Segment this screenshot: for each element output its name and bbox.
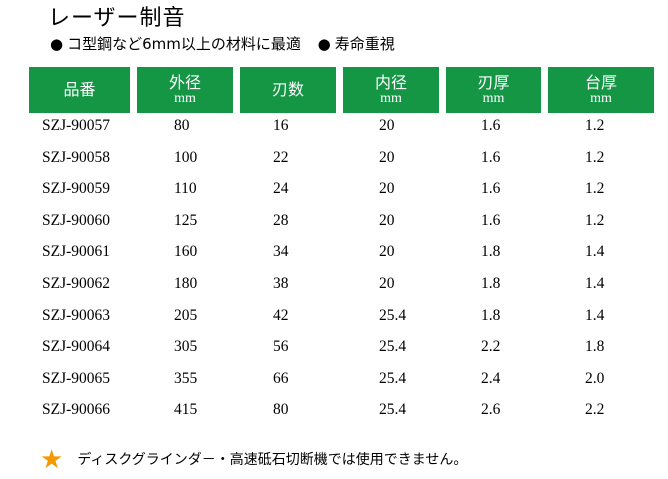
table-cell: SZJ-90062 [42, 274, 111, 292]
bullet-icon: ● [317, 35, 331, 53]
table-cell: 34 [273, 243, 289, 261]
table-cell: SZJ-90057 [42, 117, 111, 134]
table-row: SZJ-90064 305 56 25.4 2.2 1.8 [29, 334, 654, 366]
table-cell: 2.2 [585, 401, 605, 419]
table-cell: 1.8 [481, 243, 501, 261]
table-cell: 1.2 [585, 180, 605, 198]
table-cell: 38 [273, 274, 289, 292]
column-header-label: 台厚 [584, 73, 617, 92]
table-cell: 1.6 [481, 211, 501, 229]
table-cell: SZJ-90066 [42, 401, 111, 419]
table-cell: 2.2 [481, 338, 501, 356]
table-row: SZJ-90061 160 34 20 1.8 1.4 [29, 239, 654, 271]
column-header: 台厚 mm [548, 67, 654, 113]
table-cell: 415 [174, 401, 198, 419]
table-cell: 20 [379, 180, 395, 198]
table-cell: SZJ-90058 [42, 148, 111, 166]
table-row: SZJ-90062 180 38 20 1.8 1.4 [29, 271, 654, 303]
table-cell: 22 [273, 148, 289, 166]
column-header: 内径 mm [343, 67, 439, 113]
table-cell: 355 [174, 369, 198, 387]
table-cell: 1.4 [585, 274, 605, 292]
table-row: SZJ-90065 355 66 25.4 2.4 2.0 [29, 366, 654, 398]
table-cell: 1.8 [481, 306, 501, 324]
table-cell: 1.6 [481, 180, 501, 198]
table-cell: 25.4 [379, 306, 407, 324]
table-cell: 180 [174, 274, 198, 292]
spec-table-body: SZJ-90057 80 16 20 1.6 1.2 SZJ-90058 100 22 20 1.6… [29, 113, 654, 429]
column-header-label: 外径 [168, 73, 201, 92]
table-cell: 20 [379, 117, 395, 134]
table-cell: 25.4 [379, 369, 407, 387]
table-row: SZJ-90063 205 42 25.4 1.8 1.4 [29, 303, 654, 335]
table-cell: 1.8 [585, 338, 605, 356]
column-header-unit: mm [174, 91, 196, 106]
table-cell: 1.6 [481, 148, 501, 166]
table-row: SZJ-90066 415 80 25.4 2.6 2.2 [29, 397, 654, 429]
table-cell: SZJ-90060 [42, 211, 111, 229]
table-cell: 20 [379, 274, 395, 292]
table-cell: 80 [273, 401, 289, 419]
table-cell: 28 [273, 211, 289, 229]
table-cell: 1.8 [481, 274, 501, 292]
table-cell: 1.4 [585, 306, 605, 324]
table-cell: 1.2 [585, 117, 605, 134]
feature-text: コ型鋼など6mm以上の材料に最適 [67, 35, 301, 53]
column-header-label: 品番 [63, 80, 96, 99]
table-cell: SZJ-90059 [42, 180, 111, 198]
column-header-label: 内径 [374, 73, 407, 92]
table-cell: 1.4 [585, 243, 605, 261]
table-row: SZJ-90058 100 22 20 1.6 1.2 [29, 145, 654, 177]
column-header-unit: mm [380, 91, 402, 106]
table-cell: 42 [273, 306, 289, 324]
table-cell: 16 [273, 117, 289, 134]
table-cell: 66 [273, 369, 289, 387]
table-cell: 1.6 [481, 117, 501, 134]
table-cell: 25.4 [379, 338, 407, 356]
feature-text: 寿命重視 [334, 35, 395, 53]
page-title: レーザー制音 [48, 6, 186, 31]
table-cell: 20 [379, 243, 395, 261]
table-cell: 1.2 [585, 148, 605, 166]
table-cell: 25.4 [379, 401, 407, 419]
column-header-label: 刃厚 [477, 73, 510, 92]
star-icon: ★ [40, 445, 64, 475]
table-cell: SZJ-90065 [42, 369, 111, 387]
table-cell: 305 [174, 338, 198, 356]
feature-item: ● 寿命重視 [318, 35, 395, 53]
column-header: 刃厚 mm [446, 67, 541, 113]
table-cell: SZJ-90061 [42, 243, 111, 261]
table-cell: 100 [174, 148, 198, 166]
table-row: SZJ-90057 80 16 20 1.6 1.2 [29, 113, 654, 145]
table-cell: 20 [379, 148, 395, 166]
feature-item: ● コ型鋼など6mm以上の材料に最適 [50, 35, 306, 53]
column-header-unit: mm [482, 91, 505, 106]
table-cell: 80 [174, 117, 190, 134]
column-header: 外径 mm [137, 67, 233, 113]
table-cell: 205 [174, 306, 198, 324]
table-cell: SZJ-90064 [42, 338, 111, 356]
table-header: 品番 外径 mm 刃数 内径 mm 刃厚 mm 台厚 mm [29, 67, 654, 113]
table-cell: 24 [273, 180, 289, 198]
table-cell: 20 [379, 211, 395, 229]
table-cell: 160 [174, 243, 198, 261]
table-cell: 1.2 [585, 211, 605, 229]
table-cell: 125 [174, 211, 198, 229]
column-header: 刃数 [240, 67, 336, 113]
table-row: SZJ-90059 110 24 20 1.6 1.2 [29, 176, 654, 208]
column-header: 品番 [29, 67, 130, 113]
bullet-icon: ● [50, 35, 64, 53]
column-header-label: 刃数 [271, 80, 304, 99]
column-header-unit: mm [590, 91, 612, 106]
warning-text: ディスクグラインダ－・高速砥石切断機では使用できません。 [77, 452, 468, 468]
table-cell: 2.6 [481, 401, 501, 419]
table-cell: 2.4 [481, 369, 501, 387]
table-cell: 56 [273, 338, 289, 356]
feature-list: ● コ型鋼など6mm以上の材料に最適 ● 寿命重視 [50, 34, 407, 54]
table-cell: 110 [174, 180, 197, 198]
table-cell: 2.0 [585, 369, 605, 387]
table-cell: SZJ-90063 [42, 306, 111, 324]
warning-note: ★ ディスクグラインダ－・高速砥石切断機では使用できません。 [40, 445, 468, 475]
table-row: SZJ-90060 125 28 20 1.6 1.2 [29, 208, 654, 240]
